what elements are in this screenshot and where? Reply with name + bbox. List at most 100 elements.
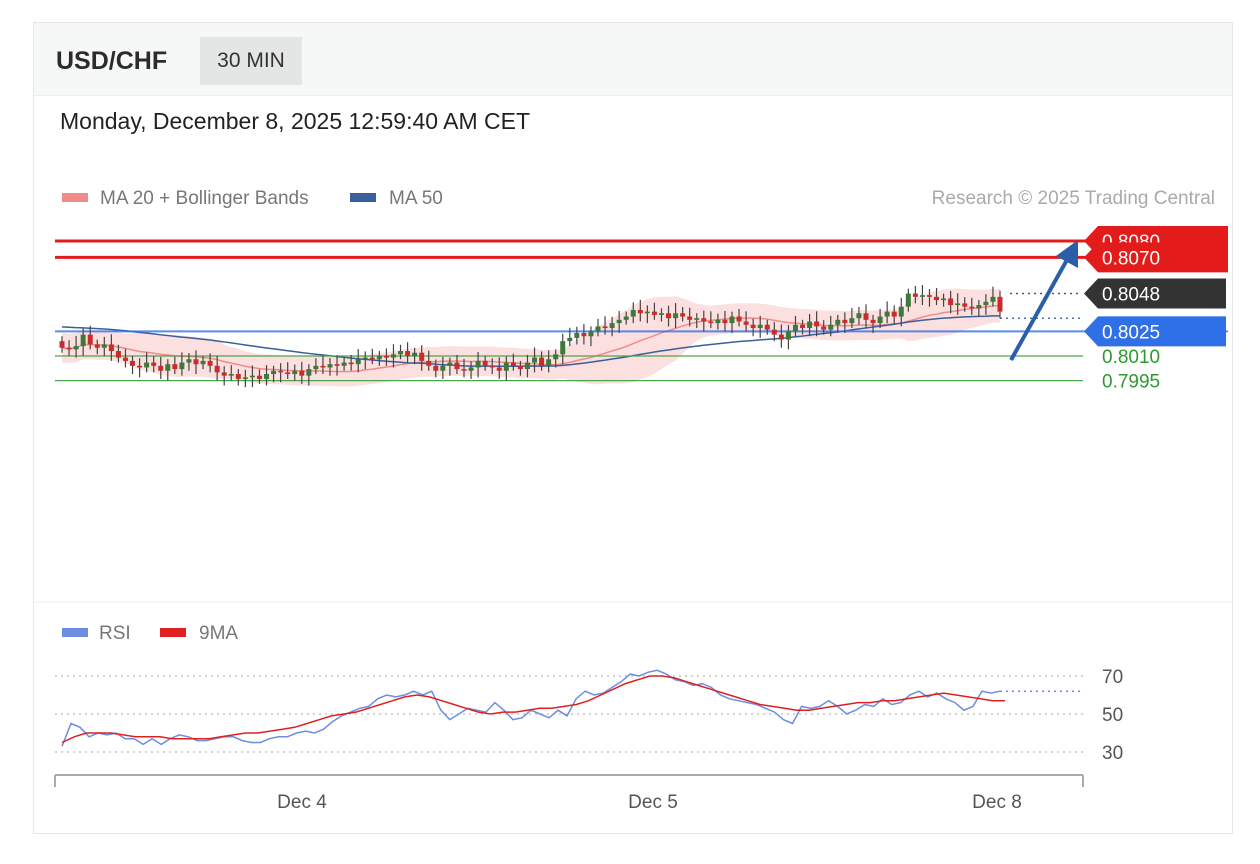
candle	[553, 349, 559, 368]
candle	[292, 364, 298, 381]
candle	[948, 290, 954, 314]
candle	[122, 348, 128, 368]
candle	[447, 357, 453, 376]
candle	[228, 365, 234, 381]
candle	[426, 350, 432, 371]
support-label: 0.7995	[1102, 372, 1160, 393]
candle	[757, 315, 763, 338]
candle	[207, 353, 213, 373]
candle	[115, 344, 121, 363]
candle	[130, 355, 136, 375]
candle	[214, 355, 220, 381]
candle	[609, 316, 615, 337]
candle	[941, 293, 947, 307]
candle	[637, 299, 643, 322]
candle	[348, 354, 354, 371]
candle	[673, 303, 679, 329]
candle	[468, 361, 474, 379]
rsi-legend-label: RSI	[99, 623, 131, 644]
candle	[729, 311, 735, 333]
candle	[884, 301, 890, 324]
candle	[715, 313, 721, 330]
candle	[419, 345, 425, 371]
candle	[369, 348, 375, 365]
research-credit: Research © 2025 Trading Central	[932, 188, 1215, 209]
candle	[792, 315, 798, 337]
candle	[997, 290, 1003, 319]
candle	[433, 359, 439, 378]
candle	[821, 320, 827, 335]
current-price-label: 0.8048	[1102, 285, 1160, 306]
candle	[299, 361, 305, 384]
candle	[496, 357, 502, 379]
candle	[186, 353, 192, 371]
candle	[440, 356, 446, 379]
candle	[870, 314, 876, 333]
candle	[891, 305, 897, 325]
candle	[807, 313, 813, 337]
candle	[849, 308, 855, 329]
candle	[200, 355, 206, 370]
ma50-legend-label: MA 50	[389, 188, 443, 209]
candle	[856, 307, 862, 325]
candle	[165, 359, 171, 381]
current-price-tag	[1084, 278, 1226, 309]
ma20-legend-swatch	[62, 193, 88, 202]
x-tick-label: Dec 8	[972, 792, 1022, 813]
rsi-legend-swatch	[62, 628, 88, 637]
candle	[179, 352, 185, 376]
candle	[651, 302, 657, 320]
candle	[66, 340, 72, 356]
rsi-tick-label: 30	[1102, 743, 1123, 764]
candle	[983, 294, 989, 315]
candle	[390, 344, 396, 368]
candle	[454, 354, 460, 375]
candle	[934, 287, 940, 306]
candle	[588, 326, 594, 347]
candle	[108, 334, 114, 361]
candle	[221, 366, 227, 386]
candle	[595, 318, 601, 337]
candle	[743, 311, 749, 332]
candle	[193, 350, 199, 375]
candle	[616, 310, 622, 333]
candle	[701, 310, 707, 332]
ma20-line	[61, 304, 1001, 373]
candle	[546, 350, 552, 373]
chart-datetime: Monday, December 8, 2025 12:59:40 AM CET	[60, 108, 531, 134]
x-tick-label: Dec 4	[277, 792, 327, 813]
candle	[785, 325, 791, 350]
candle	[863, 304, 869, 329]
chart-card: USD/CHF 30 MIN Monday, December 8, 2025 …	[33, 22, 1233, 834]
candle	[461, 358, 467, 378]
target-arrow	[1009, 240, 1078, 361]
pivot-label-tag	[1084, 316, 1226, 347]
candle	[235, 369, 241, 386]
candle	[532, 347, 538, 373]
ma50-legend-swatch	[350, 193, 376, 202]
candle	[320, 355, 326, 375]
candle	[990, 286, 996, 307]
candle	[278, 363, 284, 383]
candle	[905, 288, 911, 312]
symbol-title: USD/CHF	[56, 47, 168, 75]
rsi-line	[61, 669, 1001, 747]
candle	[355, 349, 361, 373]
candle	[249, 365, 255, 388]
candle	[969, 297, 975, 315]
candle	[73, 335, 79, 358]
candle	[581, 324, 587, 345]
candle	[334, 355, 340, 376]
candle	[475, 352, 481, 378]
candle	[144, 352, 150, 373]
candle	[898, 297, 904, 327]
candle	[327, 357, 333, 376]
timeframe-badge[interactable]: 30 MIN	[200, 37, 302, 85]
support-label: 0.8010	[1102, 347, 1160, 368]
candle	[137, 358, 143, 378]
candle	[962, 297, 968, 312]
candle	[680, 307, 686, 322]
pivot-label: 0.8025	[1102, 322, 1160, 343]
candle	[539, 351, 545, 371]
bollinger-band	[62, 288, 1000, 387]
